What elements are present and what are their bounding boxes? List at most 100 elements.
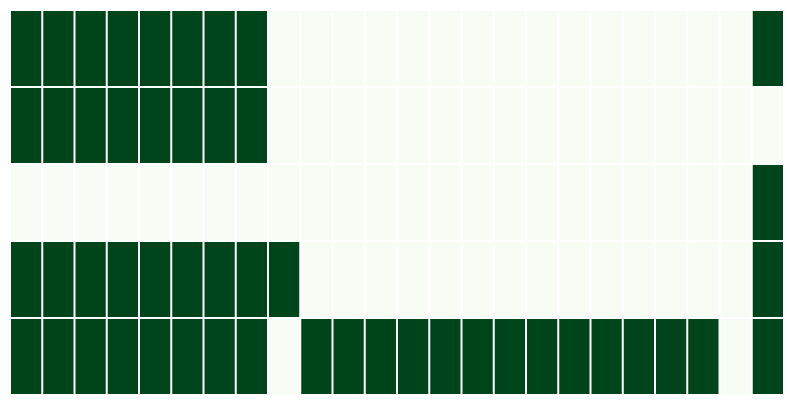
heatmap-cell-r2-c19 [623, 165, 654, 240]
heatmap-cell-r4-c1 [43, 319, 74, 394]
heatmap-cell-r4-c5 [172, 319, 203, 394]
heatmap-cell-r1-c2 [75, 88, 106, 163]
heatmap-cell-r0-c5 [172, 11, 203, 86]
heatmap-cell-r3-c21 [688, 242, 719, 317]
heatmap-cell-r2-c6 [204, 165, 235, 240]
heatmap-cell-r4-c10 [333, 319, 364, 394]
heatmap-cell-r2-c23 [752, 165, 783, 240]
heatmap-cell-r3-c7 [236, 242, 267, 317]
heatmap-cell-r3-c18 [591, 242, 622, 317]
heatmap-cell-r1-c9 [301, 88, 332, 163]
heatmap-cell-r4-c20 [656, 319, 687, 394]
heatmap-cell-r3-c14 [462, 242, 493, 317]
heatmap-cell-r3-c2 [75, 242, 106, 317]
heatmap-cell-r1-c15 [494, 88, 525, 163]
heatmap-cell-r3-c20 [656, 242, 687, 317]
heatmap-cell-r2-c21 [688, 165, 719, 240]
heatmap-cell-r1-c20 [656, 88, 687, 163]
heatmap-cell-r4-c14 [462, 319, 493, 394]
heatmap-cell-r2-c2 [75, 165, 106, 240]
heatmap-cell-r4-c17 [559, 319, 590, 394]
heatmap-cell-r3-c3 [107, 242, 138, 317]
heatmap-cell-r0-c19 [623, 11, 654, 86]
heatmap-cell-r0-c21 [688, 11, 719, 86]
heatmap-cell-r2-c8 [269, 165, 300, 240]
heatmap-cell-r1-c16 [527, 88, 558, 163]
heatmap-cell-r4-c6 [204, 319, 235, 394]
heatmap-cell-r4-c11 [365, 319, 396, 394]
heatmap-cell-r1-c13 [430, 88, 461, 163]
heatmap-cell-r2-c14 [462, 165, 493, 240]
heatmap-cell-r1-c18 [591, 88, 622, 163]
heatmap-cell-r2-c11 [365, 165, 396, 240]
heatmap-cell-r2-c20 [656, 165, 687, 240]
heatmap-cell-r3-c23 [752, 242, 783, 317]
heatmap-cell-r3-c13 [430, 242, 461, 317]
heatmap-cell-r0-c18 [591, 11, 622, 86]
heatmap-cell-r3-c19 [623, 242, 654, 317]
heatmap-cell-r0-c4 [140, 11, 171, 86]
heatmap-cell-r0-c13 [430, 11, 461, 86]
heatmap-cell-r0-c9 [301, 11, 332, 86]
heatmap-cell-r0-c12 [398, 11, 429, 86]
heatmap-cell-r4-c8 [269, 319, 300, 394]
heatmap-cell-r0-c7 [236, 11, 267, 86]
heatmap-cell-r3-c9 [301, 242, 332, 317]
heatmap-cell-r4-c23 [752, 319, 783, 394]
heatmap-cell-r2-c9 [301, 165, 332, 240]
heatmap-cell-r1-c14 [462, 88, 493, 163]
heatmap-cell-r0-c16 [527, 11, 558, 86]
heatmap-cell-r4-c9 [301, 319, 332, 394]
heatmap-cell-r3-c15 [494, 242, 525, 317]
heatmap-cell-r1-c8 [269, 88, 300, 163]
heatmap-cell-r3-c12 [398, 242, 429, 317]
heatmap-cell-r3-c16 [527, 242, 558, 317]
heatmap-cell-r4-c7 [236, 319, 267, 394]
heatmap-cell-r1-c19 [623, 88, 654, 163]
heatmap-cell-r2-c1 [43, 165, 74, 240]
heatmap-cell-r3-c10 [333, 242, 364, 317]
heatmap-cell-r3-c6 [204, 242, 235, 317]
heatmap-cell-r0-c15 [494, 11, 525, 86]
heatmap-cell-r4-c18 [591, 319, 622, 394]
heatmap-cell-r1-c22 [720, 88, 751, 163]
heatmap-cell-r4-c15 [494, 319, 525, 394]
heatmap-cell-r1-c0 [11, 88, 42, 163]
heatmap-cell-r0-c6 [204, 11, 235, 86]
heatmap-cell-r3-c17 [559, 242, 590, 317]
heatmap-cell-r0-c1 [43, 11, 74, 86]
heatmap-cell-r4-c22 [720, 319, 751, 394]
heatmap-cell-r2-c0 [11, 165, 42, 240]
heatmap-cell-r1-c17 [559, 88, 590, 163]
heatmap-cell-r2-c18 [591, 165, 622, 240]
heatmap-cell-r1-c21 [688, 88, 719, 163]
heatmap-cell-r1-c5 [172, 88, 203, 163]
heatmap-cell-r3-c22 [720, 242, 751, 317]
heatmap-cell-r2-c17 [559, 165, 590, 240]
heatmap-cell-r2-c5 [172, 165, 203, 240]
heatmap-cell-r0-c0 [11, 11, 42, 86]
heatmap-cell-r0-c2 [75, 11, 106, 86]
heatmap-cell-r3-c4 [140, 242, 171, 317]
heatmap-cell-r0-c10 [333, 11, 364, 86]
heatmap-cell-r0-c3 [107, 11, 138, 86]
heatmap-cell-r1-c23 [752, 88, 783, 163]
heatmap-cell-r2-c13 [430, 165, 461, 240]
heatmap-cell-r2-c16 [527, 165, 558, 240]
heatmap-cell-r1-c10 [333, 88, 364, 163]
heatmap-cell-r2-c10 [333, 165, 364, 240]
heatmap-cell-r1-c4 [140, 88, 171, 163]
heatmap-cell-r4-c2 [75, 319, 106, 394]
heatmap-cell-r0-c11 [365, 11, 396, 86]
heatmap-cell-r0-c8 [269, 11, 300, 86]
heatmap-cell-r2-c22 [720, 165, 751, 240]
heatmap-cell-r1-c7 [236, 88, 267, 163]
heatmap-cell-r2-c7 [236, 165, 267, 240]
heatmap-cell-r1-c12 [398, 88, 429, 163]
heatmap-cell-r1-c1 [43, 88, 74, 163]
heatmap-cell-r2-c15 [494, 165, 525, 240]
heatmap-cell-r4-c19 [623, 319, 654, 394]
heatmap-background [10, 10, 784, 395]
heatmap-cell-r1-c11 [365, 88, 396, 163]
